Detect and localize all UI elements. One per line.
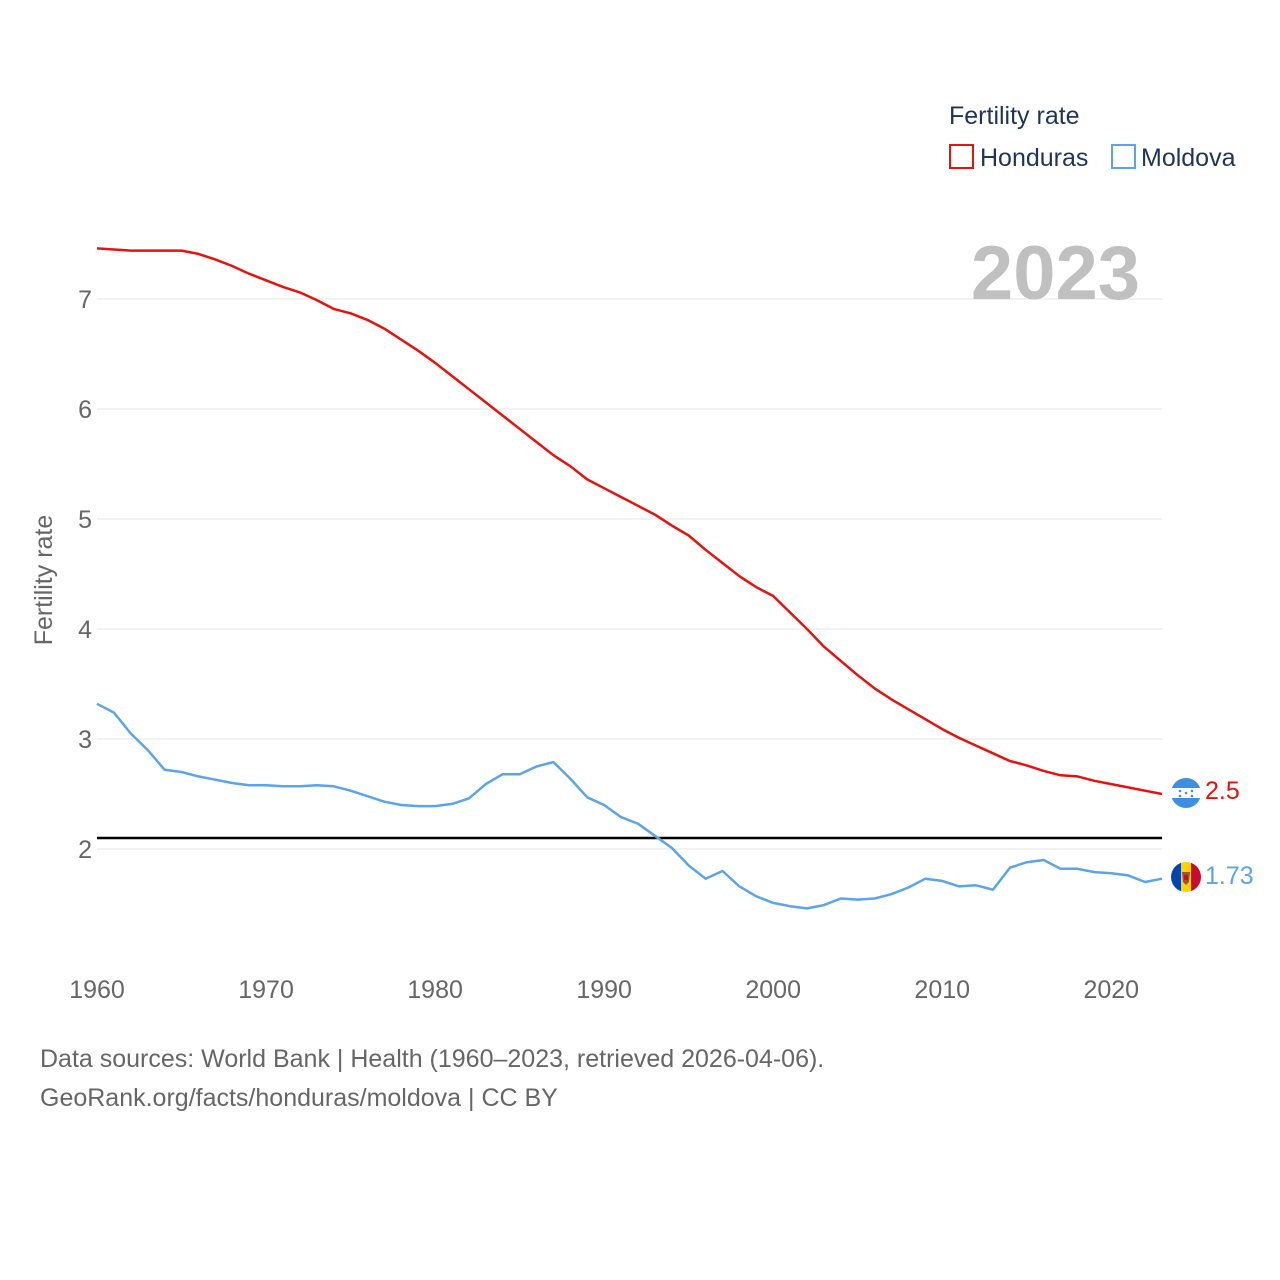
series-line-moldova[interactable] [96, 702, 1163, 910]
x-tick-label: 1970 [238, 976, 294, 1004]
y-tick-label: 4 [78, 616, 92, 644]
y-axis-ticks: 2 3 4 5 6 7 [78, 286, 92, 864]
data-source-text: Data sources: World Bank | Health (1960–… [40, 1045, 825, 1073]
attribution-text: GeoRank.org/facts/honduras/moldova | CC … [40, 1084, 558, 1112]
legend-label-moldova[interactable]: Moldova [1141, 144, 1236, 172]
y-axis-label: Fertility rate [30, 515, 58, 646]
x-tick-label: 2010 [914, 976, 970, 1004]
x-axis-ticks: 1960 1970 1980 1990 2000 2010 2020 [69, 976, 1139, 1004]
x-tick-label: 1960 [69, 976, 125, 1004]
legend-label-honduras[interactable]: Honduras [980, 144, 1088, 172]
honduras-flag-icon [1171, 778, 1201, 808]
x-tick-label: 1990 [576, 976, 632, 1004]
year-label: 2023 [971, 231, 1140, 316]
legend-swatch-honduras[interactable] [949, 144, 974, 169]
series-line-honduras[interactable] [96, 247, 1163, 796]
x-tick-label: 2000 [745, 976, 801, 1004]
fertility-rate-chart: 2 3 4 5 6 7 1960 1970 1980 1990 2000 2010 2020 Fert… [30, 102, 1254, 1004]
grid-lines [97, 298, 1162, 850]
legend-title: Fertility rate [949, 102, 1080, 130]
moldova-end-value: 1.73 [1205, 862, 1254, 890]
moldova-flag-icon [1171, 862, 1201, 892]
legend: Fertility rate Honduras Moldova [949, 102, 1236, 172]
legend-swatch-moldova[interactable] [1111, 144, 1136, 169]
y-tick-label: 5 [78, 506, 92, 534]
honduras-end-value: 2.5 [1205, 777, 1240, 805]
x-tick-label: 2020 [1083, 976, 1139, 1004]
y-tick-label: 6 [78, 396, 92, 424]
series-lines [96, 247, 1163, 910]
x-tick-label: 1980 [407, 976, 463, 1004]
y-tick-label: 2 [78, 836, 92, 864]
y-tick-label: 3 [78, 726, 92, 754]
y-tick-label: 7 [78, 286, 92, 314]
